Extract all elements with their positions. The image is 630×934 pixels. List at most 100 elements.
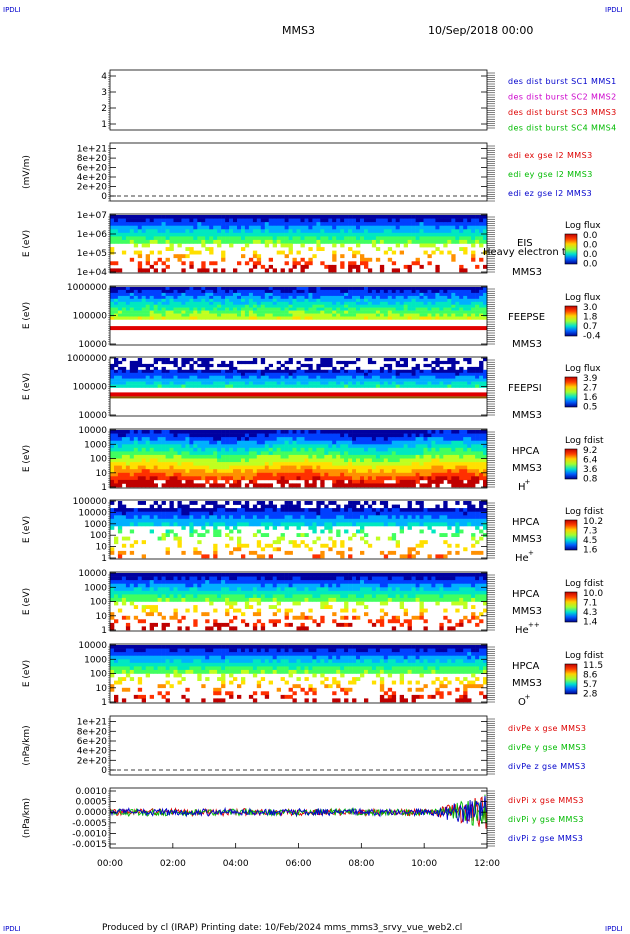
y-tick-label: 0.0010 — [76, 787, 108, 797]
series-divPi-z-gse — [109, 795, 488, 824]
colorbar-tick-label: 0.0 — [583, 231, 598, 241]
y-tick-label: 1e+04 — [77, 268, 108, 278]
y-tick-label: 10000 — [78, 569, 107, 579]
corner-mark-br: IPDLI — [605, 925, 623, 933]
legend-entry: des dist burst SC1 MMS1 — [508, 77, 617, 86]
y-tick-label: -0.0005 — [72, 819, 107, 829]
corner-mark-bl: IPDLI — [3, 925, 21, 933]
colorbar-tick-label: 4.5 — [583, 536, 597, 546]
species-charge: + — [525, 478, 531, 486]
panel-frame — [109, 787, 488, 849]
y-tick-label: 1 — [101, 483, 107, 493]
colorbar — [564, 591, 578, 623]
colorbar-tick-label: 2.8 — [583, 690, 598, 700]
instrument-label: HPCA — [512, 446, 540, 457]
colorbar — [564, 519, 578, 551]
y-tick-label: 0.0005 — [76, 798, 108, 808]
y-tick-label: 1000 — [84, 520, 107, 530]
colorbar-tick-label: 1.6 — [583, 393, 598, 403]
y-tick-label: 1000 — [84, 440, 107, 450]
y-tick-label: 0 — [101, 192, 107, 202]
y-tick-label: 100 — [90, 670, 107, 680]
colorbar-tick-label: 0.0 — [583, 250, 598, 260]
instrument-label: FEEPSI — [508, 383, 542, 394]
y-axis-label: (nPa/km) — [22, 725, 32, 765]
spacecraft-label: MMS3 — [512, 463, 542, 474]
y-tick-label: 10000 — [78, 340, 107, 350]
colorbar-tick-label: 0.7 — [583, 322, 597, 332]
y-tick-label: 2 — [101, 104, 107, 114]
y-tick-label: 4 — [101, 72, 107, 82]
y-tick-label: 100000 — [73, 312, 108, 322]
y-tick-label: 10000 — [78, 426, 107, 436]
legend-entry: des dist burst SC3 MMS3 — [508, 108, 617, 117]
colorbar-tick-label: 8.6 — [583, 671, 598, 681]
x-axis: 00:00 02:00 04:00 06:00 08:00 10:00 12:00 — [97, 843, 500, 869]
x-tick-label: 12:00 — [474, 859, 500, 869]
y-tick-label: 100000 — [73, 497, 108, 507]
y-axis-label: (mV/m) — [22, 155, 32, 189]
spacecraft-label: MMS3 — [512, 410, 542, 421]
colorbar-tick-label: 0.5 — [583, 403, 597, 413]
y-tick-label: 8e+20 — [77, 727, 108, 737]
colorbar-tick-label: 1.6 — [583, 546, 598, 556]
y-axis-label: E (eV) — [22, 588, 32, 615]
y-tick-label: 100 — [90, 455, 107, 465]
y-tick-label: 8e+20 — [77, 154, 108, 164]
footer-text: Produced by cl (IRAP) Printing date: 10/… — [102, 923, 462, 933]
header-datetime: 10/Sep/2018 00:00 — [428, 24, 533, 37]
colorbar — [564, 305, 578, 337]
y-axis-label: E (eV) — [22, 516, 32, 543]
legend-entry: divPe y gse MMS3 — [508, 743, 586, 752]
y-tick-label: 1 — [101, 698, 107, 708]
y-tick-label: 4e+20 — [77, 173, 108, 183]
y-tick-label: 1 — [101, 554, 107, 564]
y-tick-label: 1000000 — [67, 283, 107, 293]
panel-p4: 10000 100000 1000000 E (eV) FEEPSE MMS3 Log fl… — [22, 283, 601, 350]
colorbar-tick-label: 10.2 — [583, 517, 603, 527]
y-tick-label: 100 — [90, 531, 107, 541]
y-axis-label: (nPa/km) — [22, 798, 32, 838]
y-axis-label: E (eV) — [22, 660, 32, 687]
panel-frame — [109, 69, 488, 131]
y-tick-label: 100 — [90, 598, 107, 608]
instrument-label: HPCA — [512, 517, 540, 528]
y-tick-label: 2e+20 — [77, 756, 108, 766]
colorbar — [564, 448, 578, 480]
legend-entry: edi ez gse l2 MMS3 — [508, 189, 592, 198]
colorbar — [564, 233, 578, 265]
y-tick-label: 10000 — [78, 508, 107, 518]
y-tick-label: 1e+05 — [77, 249, 107, 259]
panels: 1 2 3 4 des dist burst SC1 MMS1 des dist burs… — [22, 69, 617, 850]
x-tick-label: 02:00 — [160, 859, 186, 869]
panel-p8: 1 10 100 1000 10000 E (eV) HPCA MMS3 He ++ Log fdi… — [22, 569, 604, 636]
colorbar-tick-label: 3.0 — [583, 303, 598, 313]
y-axis-label: E (eV) — [22, 302, 32, 329]
y-tick-label: 100000 — [73, 383, 108, 393]
y-tick-label: 1000 — [84, 655, 107, 665]
corner-mark-tr: IPDLI — [605, 6, 623, 14]
colorbar-tick-label: 5.7 — [583, 680, 597, 690]
y-tick-label: 10 — [96, 469, 108, 479]
y-tick-label: 10000 — [78, 411, 107, 421]
x-tick-label: 06:00 — [286, 859, 312, 869]
x-tick-label: 08:00 — [348, 859, 374, 869]
species-charge: ++ — [528, 621, 540, 629]
colorbar-tick-label: 6.4 — [583, 456, 598, 466]
species-label: O — [518, 697, 526, 708]
panel-frame — [109, 715, 488, 776]
colorbar-tick-label: 3.6 — [583, 465, 598, 475]
y-tick-label: 1e+06 — [77, 230, 108, 240]
legend-entry: edi ex gse l2 MMS3 — [508, 151, 593, 160]
x-tick-label: 10:00 — [411, 859, 437, 869]
colorbar-tick-label: 7.1 — [583, 599, 597, 609]
y-tick-label: -0.0010 — [72, 829, 107, 839]
colorbar-tick-label: 11.5 — [583, 661, 603, 671]
overlay-label: Heavy electron to — [483, 247, 572, 258]
colorbar-tick-label: 7.3 — [583, 527, 597, 537]
species-charge: + — [528, 549, 534, 557]
x-tick-label: 04:00 — [223, 859, 249, 869]
